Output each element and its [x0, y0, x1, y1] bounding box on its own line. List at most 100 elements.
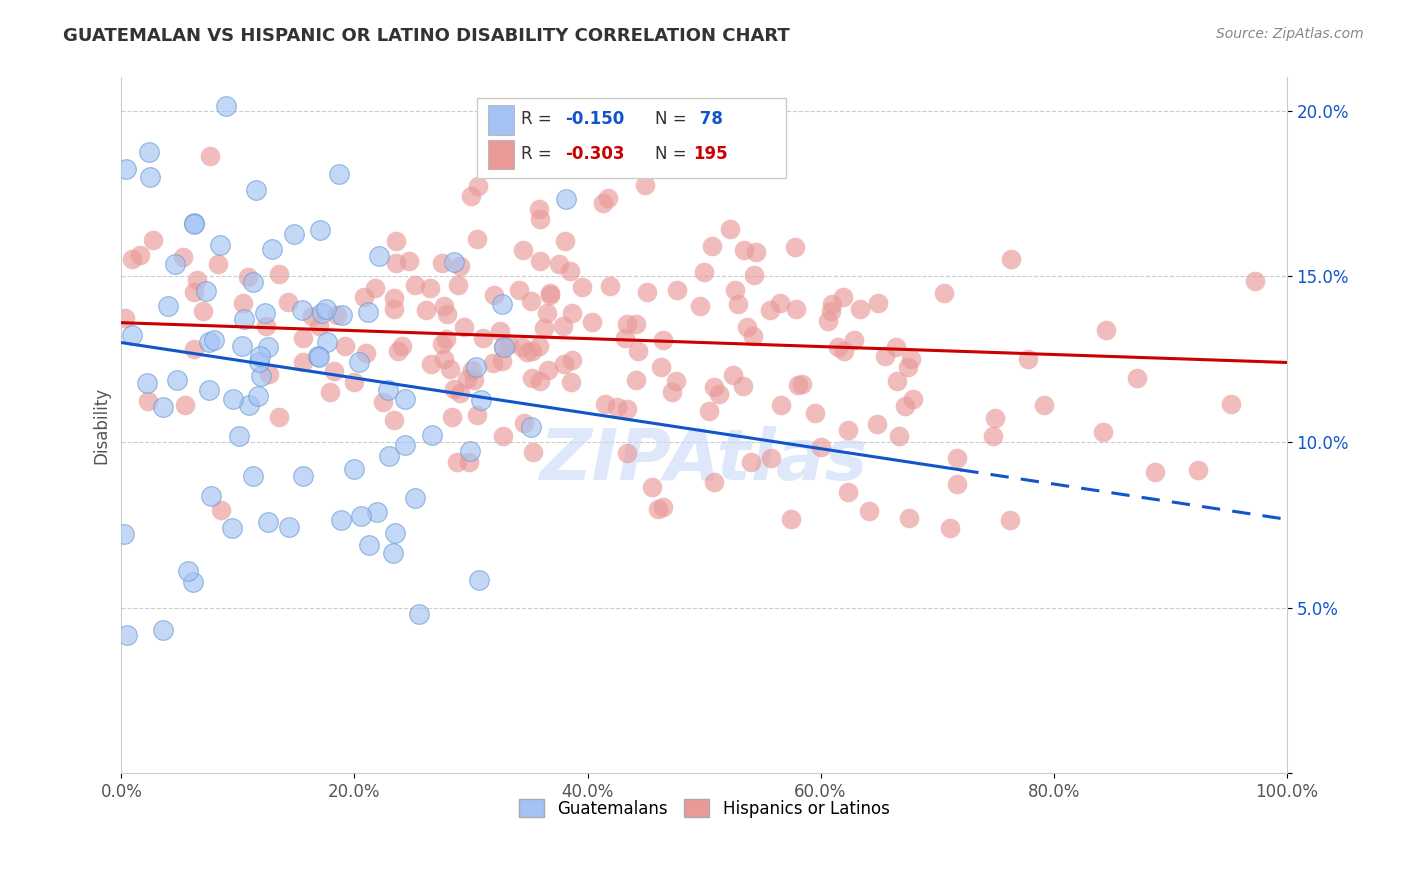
- Point: [247, 354, 270, 368]
- Point: [449, 385, 471, 400]
- Point: [571, 280, 593, 294]
- Point: [868, 295, 890, 310]
- Point: [703, 380, 725, 394]
- Point: [309, 223, 332, 237]
- Point: [498, 337, 520, 351]
- Point: [1143, 465, 1166, 479]
- Point: [554, 192, 576, 206]
- Point: [242, 468, 264, 483]
- Point: [894, 400, 917, 414]
- Point: [198, 149, 221, 163]
- Point: [558, 263, 581, 277]
- Point: [581, 315, 603, 329]
- Point: [460, 189, 482, 203]
- Point: [884, 340, 907, 354]
- Point: [384, 412, 406, 426]
- Point: [596, 191, 619, 205]
- Point: [449, 259, 471, 273]
- Point: [742, 268, 765, 283]
- Point: [849, 302, 872, 317]
- Point: [114, 311, 136, 326]
- Point: [197, 334, 219, 349]
- Point: [467, 179, 489, 194]
- Point: [742, 329, 765, 343]
- Point: [700, 239, 723, 253]
- Point: [228, 428, 250, 442]
- Point: [512, 243, 534, 257]
- Point: [232, 312, 254, 326]
- Point: [780, 512, 803, 526]
- Point: [901, 392, 924, 407]
- Point: [832, 290, 855, 304]
- Point: [381, 546, 404, 560]
- Point: [520, 370, 543, 384]
- Point: [482, 288, 505, 302]
- Text: GUATEMALAN VS HISPANIC OR LATINO DISABILITY CORRELATION CHART: GUATEMALAN VS HISPANIC OR LATINO DISABIL…: [63, 27, 790, 45]
- Point: [529, 253, 551, 268]
- Point: [249, 349, 271, 363]
- Point: [328, 168, 350, 182]
- Point: [939, 521, 962, 535]
- Point: [492, 340, 515, 354]
- Point: [434, 332, 457, 346]
- Point: [200, 489, 222, 503]
- Point: [624, 317, 647, 331]
- Point: [165, 257, 187, 271]
- Point: [301, 309, 323, 323]
- Point: [898, 511, 921, 525]
- Point: [343, 461, 366, 475]
- Point: [326, 308, 349, 322]
- Point: [634, 178, 657, 193]
- Point: [689, 300, 711, 314]
- Point: [460, 363, 482, 377]
- Point: [733, 243, 755, 257]
- Point: [463, 373, 485, 387]
- Point: [394, 392, 416, 406]
- Point: [538, 288, 561, 302]
- Point: [946, 450, 969, 465]
- Point: [198, 384, 221, 398]
- Point: [278, 520, 301, 534]
- Point: [115, 161, 138, 176]
- Point: [759, 450, 782, 465]
- Point: [343, 375, 366, 389]
- Point: [112, 527, 135, 541]
- Point: [387, 343, 409, 358]
- Point: [194, 284, 217, 298]
- Point: [183, 342, 205, 356]
- Point: [329, 513, 352, 527]
- Point: [357, 304, 380, 318]
- Point: [783, 240, 806, 254]
- Point: [647, 502, 669, 516]
- Point: [277, 294, 299, 309]
- Point: [172, 250, 194, 264]
- Point: [842, 334, 865, 348]
- Point: [432, 255, 454, 269]
- Point: [443, 254, 465, 268]
- Point: [404, 277, 426, 292]
- Point: [308, 350, 330, 364]
- Point: [769, 296, 792, 310]
- Point: [384, 526, 406, 541]
- Point: [560, 375, 582, 389]
- Point: [267, 409, 290, 424]
- Point: [231, 339, 253, 353]
- Point: [737, 320, 759, 334]
- Point: [330, 308, 353, 322]
- Point: [865, 417, 887, 431]
- Point: [419, 281, 441, 295]
- Point: [257, 339, 280, 353]
- Point: [1125, 371, 1147, 385]
- Point: [593, 397, 616, 411]
- Point: [561, 306, 583, 320]
- Point: [727, 297, 749, 311]
- Point: [291, 355, 314, 369]
- Point: [665, 284, 688, 298]
- Point: [447, 277, 470, 292]
- Point: [519, 294, 541, 309]
- Text: Source: ZipAtlas.com: Source: ZipAtlas.com: [1216, 27, 1364, 41]
- Point: [724, 283, 747, 297]
- Point: [157, 299, 180, 313]
- Point: [353, 290, 375, 304]
- Point: [193, 304, 215, 318]
